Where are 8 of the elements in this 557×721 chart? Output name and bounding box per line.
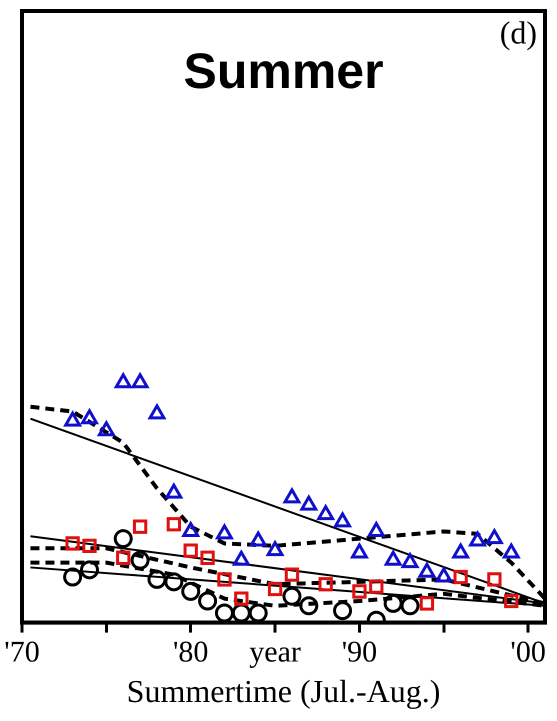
x-tick-label: '00 (510, 635, 546, 668)
x-tick-label: '70 (4, 635, 40, 668)
chart-title: Summer (183, 42, 384, 99)
x-tick-label: '80 (173, 635, 208, 668)
x-tick-label: '90 (342, 635, 378, 668)
x-axis-title: Summertime (Jul.-Aug.) (126, 673, 440, 710)
x-tick-label: year (249, 635, 301, 668)
text: (d) (500, 14, 537, 50)
